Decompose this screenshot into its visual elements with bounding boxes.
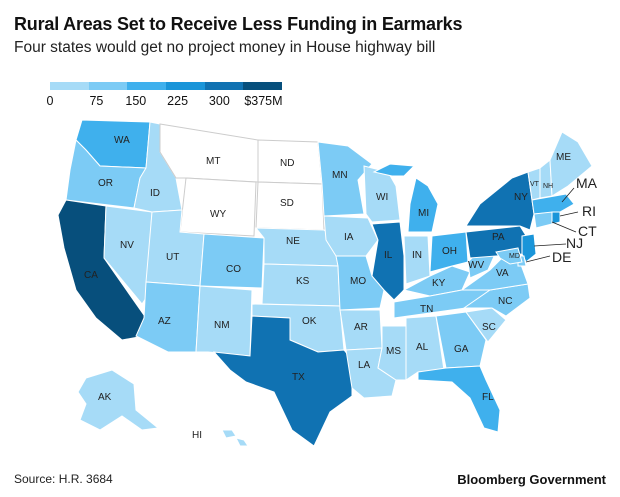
label-NV: NV <box>120 240 134 251</box>
legend-tick-300: 300 <box>208 94 230 108</box>
source-note: Source: H.R. 3684 <box>14 472 113 486</box>
state-FL[interactable] <box>417 365 501 433</box>
label-RI: RI <box>582 203 596 219</box>
label-CT: CT <box>578 223 597 239</box>
label-IA: IA <box>344 232 354 243</box>
label-AL: AL <box>416 342 429 353</box>
legend-tick-0: 0 <box>46 94 54 108</box>
label-WI: WI <box>376 192 388 203</box>
state-MI[interactable] <box>407 177 439 233</box>
label-LA: LA <box>358 360 371 371</box>
label-MI: MI <box>418 208 429 219</box>
label-MA: MA <box>576 175 598 191</box>
label-KY: KY <box>432 278 446 289</box>
label-MT: MT <box>206 156 220 167</box>
legend-tick-225: 225 <box>167 94 189 108</box>
legend-swatch-2 <box>88 82 128 90</box>
label-KS: KS <box>296 276 310 287</box>
label-AR: AR <box>354 322 368 333</box>
legend-color-bar <box>50 82 283 90</box>
chart-title: Rural Areas Set to Receive Less Funding … <box>14 14 463 34</box>
label-AZ: AZ <box>158 316 171 327</box>
state-MD[interactable] <box>495 247 523 265</box>
state-RI[interactable] <box>551 211 561 225</box>
label-NE: NE <box>286 236 300 247</box>
label-PA: PA <box>492 232 505 243</box>
label-VT: VT <box>530 181 540 188</box>
label-OR: OR <box>98 178 113 189</box>
label-MO: MO <box>350 276 366 287</box>
legend-ticks: 0 75 150 225 300 $375M <box>46 94 283 110</box>
label-NC: NC <box>498 296 512 307</box>
label-GA: GA <box>454 344 469 355</box>
label-ME: ME <box>556 152 571 163</box>
label-OH: OH <box>442 246 457 257</box>
legend-tick-150: 150 <box>125 94 147 108</box>
label-CA: CA <box>84 270 98 281</box>
state-labels: WA OR CA NV ID MT WY UT AZ CO NM ND SD N… <box>84 135 598 441</box>
label-IL: IL <box>384 250 393 261</box>
label-CO: CO <box>226 264 241 275</box>
legend-swatch-6 <box>243 82 283 90</box>
label-NY: NY <box>514 192 528 203</box>
legend-swatch-4 <box>166 82 205 90</box>
label-OK: OK <box>302 316 317 327</box>
brand-logo: Bloomberg Government <box>457 472 606 487</box>
label-FL: FL <box>482 392 494 403</box>
state-MI-upper[interactable] <box>372 163 416 177</box>
legend-swatch-1 <box>50 82 89 90</box>
state-MN[interactable] <box>317 141 373 217</box>
state-CT[interactable] <box>533 211 553 229</box>
state-NJ[interactable] <box>521 233 537 263</box>
label-HI: HI <box>192 430 202 441</box>
label-UT: UT <box>166 252 179 263</box>
label-NJ: NJ <box>566 235 583 251</box>
leader-lines <box>525 187 579 263</box>
label-IN: IN <box>412 250 422 261</box>
state-NV[interactable] <box>103 205 153 305</box>
state-HI[interactable] <box>221 429 249 447</box>
label-ND: ND <box>280 158 294 169</box>
label-TN: TN <box>420 304 433 315</box>
chart-subtitle: Four states would get no project money i… <box>14 39 436 56</box>
label-MD: MD <box>509 253 520 260</box>
state-SC[interactable] <box>465 307 507 343</box>
label-SD: SD <box>280 198 294 209</box>
label-WY: WY <box>210 209 226 220</box>
label-MS: MS <box>386 346 401 357</box>
label-MN: MN <box>332 170 348 181</box>
label-WA: WA <box>114 135 130 146</box>
label-NM: NM <box>214 320 230 331</box>
state-WY[interactable] <box>179 177 257 237</box>
state-TX[interactable] <box>212 315 353 447</box>
label-VA: VA <box>496 268 509 279</box>
legend-swatch-5 <box>204 82 244 90</box>
state-OH[interactable] <box>429 231 469 273</box>
legend-swatch-3 <box>127 82 167 90</box>
state-CO[interactable] <box>199 233 265 289</box>
state-IL[interactable] <box>371 221 405 301</box>
state-AK[interactable] <box>77 369 160 431</box>
label-TX: TX <box>292 372 305 383</box>
legend-tick-375: $375M <box>244 94 283 108</box>
state-GA[interactable] <box>435 311 487 369</box>
legend-tick-75: 75 <box>89 94 104 108</box>
state-MA[interactable] <box>531 193 575 215</box>
label-SC: SC <box>482 322 496 333</box>
label-DE: DE <box>552 249 571 265</box>
state-MO[interactable] <box>335 255 385 311</box>
label-ID: ID <box>150 188 160 199</box>
color-legend: 0 75 150 225 300 $375M <box>46 82 283 112</box>
label-WV: WV <box>468 260 484 271</box>
label-AK: AK <box>98 392 112 403</box>
state-shapes <box>57 119 593 447</box>
state-MT[interactable] <box>159 123 259 183</box>
label-NH: NH <box>543 183 553 190</box>
